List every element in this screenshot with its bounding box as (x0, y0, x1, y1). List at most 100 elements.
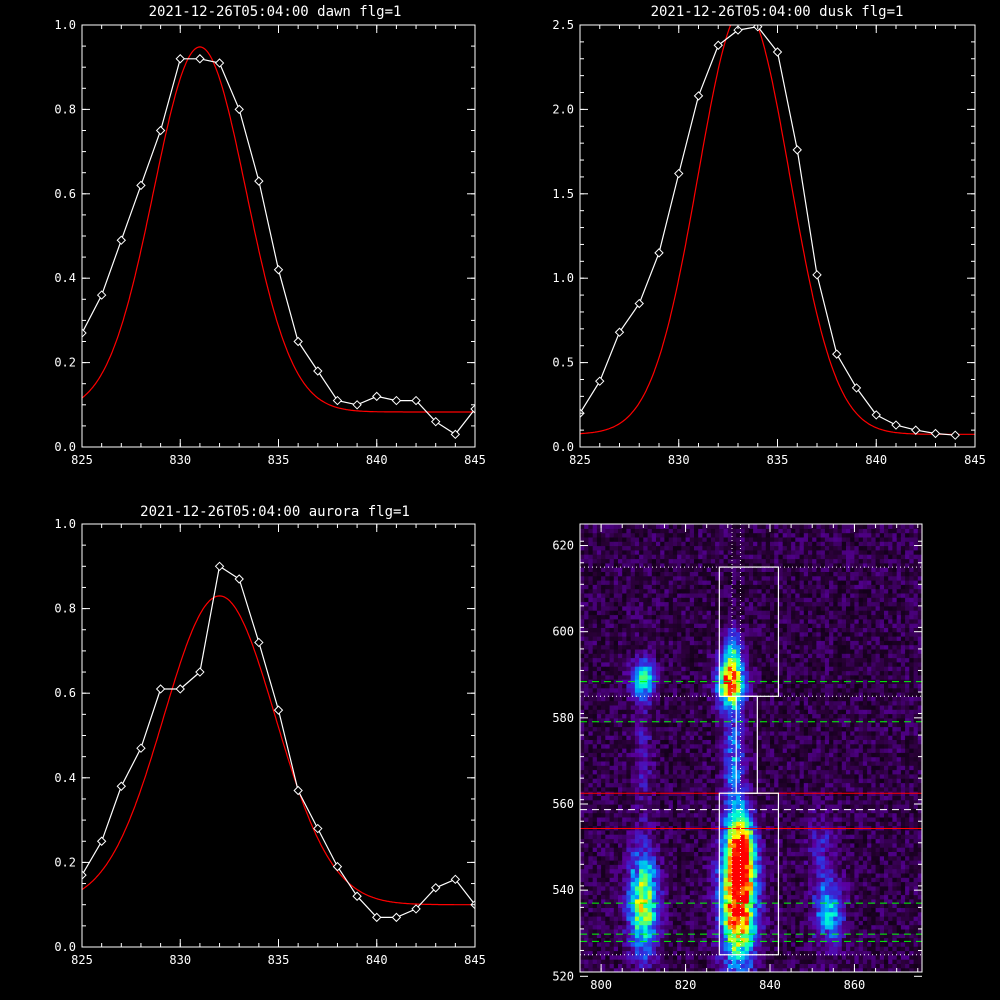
heatmap-cell (588, 954, 594, 960)
heatmap-cell (715, 713, 720, 719)
heatmap-cell (668, 597, 674, 603)
data-point-diamond (792, 145, 802, 155)
heatmap-cell (757, 907, 763, 913)
heatmap-cell (601, 528, 606, 534)
heatmap-cell (723, 847, 729, 852)
heatmap-cell (651, 692, 657, 697)
heatmap-cell (601, 687, 606, 693)
heatmap-cell (643, 838, 649, 844)
heatmap-cell (736, 894, 741, 900)
heatmap-cell (584, 860, 589, 865)
heatmap-cell (736, 653, 741, 659)
heatmap-cell (626, 786, 632, 792)
heatmap-cell (660, 713, 665, 719)
heatmap-cell (744, 735, 750, 740)
heatmap-cell (643, 898, 649, 904)
heatmap-cell (740, 687, 746, 693)
heatmap-cell (651, 924, 657, 930)
heatmap-cell (732, 524, 737, 529)
heatmap-cell (622, 644, 627, 650)
heatmap-cell (668, 877, 674, 883)
heatmap-cell (677, 916, 682, 921)
heatmap-cell (651, 816, 657, 822)
heatmap-cell (727, 748, 733, 753)
heatmap-cell (740, 829, 746, 835)
heatmap-cell (727, 920, 733, 926)
heatmap-cell (719, 924, 725, 930)
heatmap-cell (719, 868, 725, 874)
heatmap-cell (744, 933, 750, 939)
heatmap-cell (639, 933, 644, 939)
heatmap-cell (706, 601, 712, 607)
heatmap-cell (757, 903, 763, 908)
heatmap-cell (761, 696, 767, 702)
heatmap-cell (618, 890, 623, 896)
heatmap-cell (748, 950, 754, 956)
heatmap-cell (668, 963, 674, 969)
heatmap-cell (651, 950, 657, 956)
heatmap-cell (753, 575, 758, 581)
heatmap-cell (596, 941, 602, 947)
heatmap-cell (584, 916, 589, 921)
heatmap-cell (710, 588, 716, 594)
heatmap-cell (660, 653, 665, 659)
heatmap-cell (651, 605, 657, 611)
heatmap-cell (651, 666, 657, 672)
heatmap-cell (647, 713, 653, 719)
heatmap-cell (681, 717, 687, 723)
heatmap-cell (757, 812, 763, 818)
heatmap-cell (588, 760, 594, 766)
heatmap-cell (715, 903, 720, 908)
heatmap-cell (580, 911, 585, 917)
heatmap-cell (694, 872, 699, 878)
heatmap-cell (715, 562, 720, 568)
heatmap-cell (710, 752, 716, 758)
heatmap-cell (715, 648, 720, 654)
heatmap-cell (622, 549, 627, 555)
x-tick-label: 840 (366, 953, 388, 967)
heatmap-cell (702, 804, 708, 809)
heatmap-cell (651, 903, 657, 908)
heatmap-cell (651, 743, 657, 749)
heatmap-cell (639, 950, 644, 956)
heatmap-cell (757, 657, 763, 663)
heatmap-cell (664, 963, 670, 969)
heatmap-cell (605, 821, 611, 827)
heatmap-cell (723, 890, 729, 896)
heatmap-cell (609, 588, 615, 594)
heatmap-cell (732, 657, 737, 663)
heatmap-cell (643, 644, 649, 650)
heatmap-cell (672, 877, 678, 883)
heatmap-cell (753, 769, 758, 775)
heatmap-cell (672, 683, 678, 689)
heatmap-cell (643, 920, 649, 926)
heatmap-cell (613, 644, 619, 650)
heatmap-cell (698, 821, 703, 827)
heatmap-cell (723, 752, 729, 758)
heatmap-cell (748, 562, 754, 568)
heatmap-cell (732, 713, 737, 719)
heatmap-cell (613, 829, 619, 835)
heatmap-cell (656, 692, 661, 697)
heatmap-cell (609, 614, 615, 620)
heatmap-cell (681, 644, 687, 650)
heatmap-cell (647, 717, 653, 723)
heatmap-cell (596, 536, 602, 542)
heatmap-cell (651, 838, 657, 844)
heatmap-cell (647, 636, 653, 641)
heatmap-cell (626, 670, 632, 676)
heatmap-cell (656, 618, 661, 624)
heatmap-cell (698, 735, 703, 740)
heatmap-cell (664, 946, 670, 952)
heatmap-cell (622, 528, 627, 534)
heatmap-cell (647, 700, 653, 706)
heatmap-cell (732, 601, 737, 607)
heatmap-cell (706, 627, 712, 633)
heatmap-cell (706, 713, 712, 719)
heatmap-cell (685, 950, 691, 956)
heatmap-cell (719, 614, 725, 620)
heatmap-cell (677, 704, 682, 710)
heatmap-cell (643, 549, 649, 555)
heatmap-cell (664, 631, 670, 637)
heatmap-cell (706, 571, 712, 577)
